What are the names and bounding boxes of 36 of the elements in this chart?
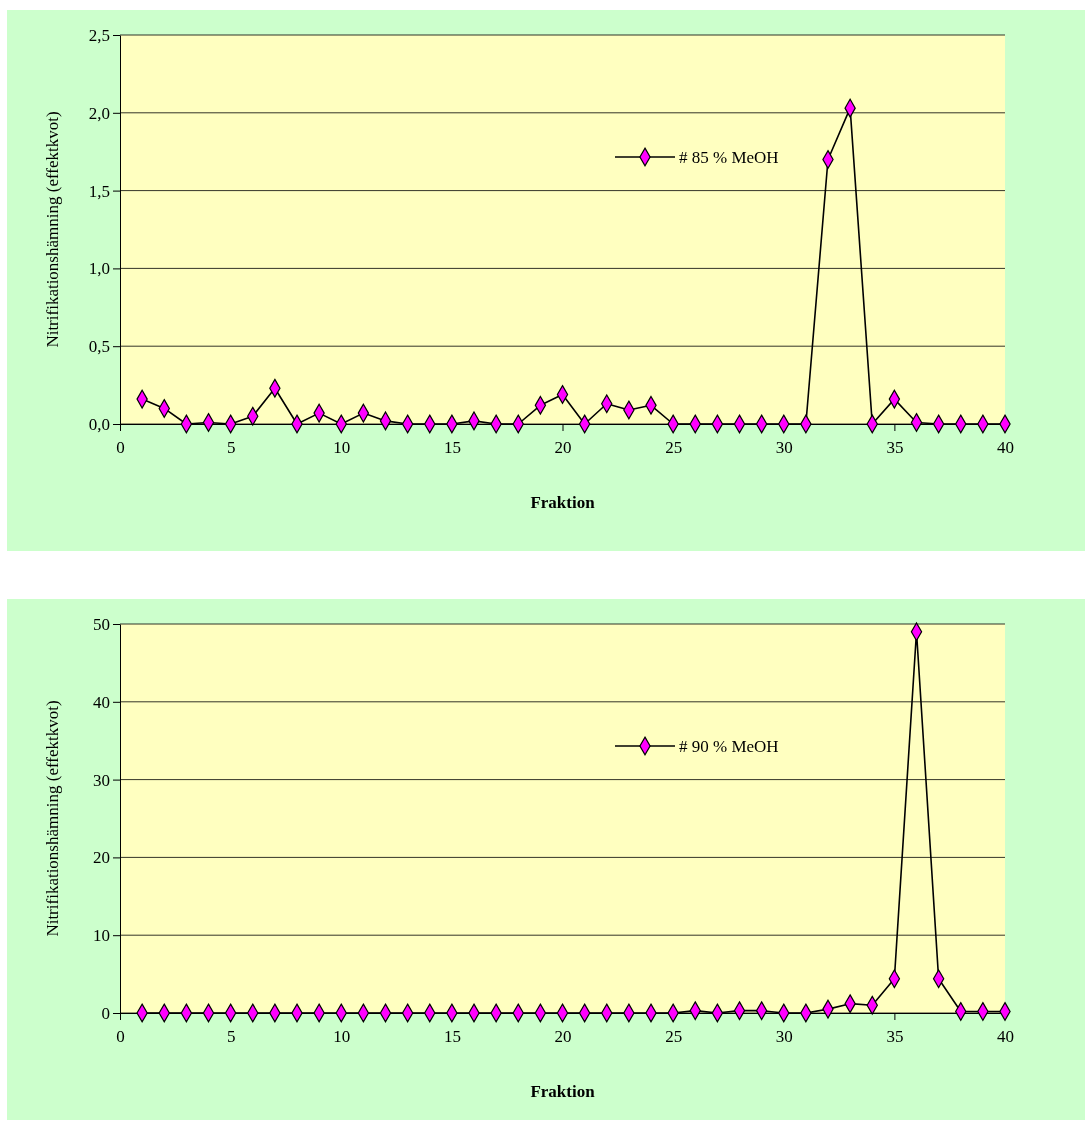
y-tick-label: 0,0 [88, 414, 110, 434]
y-tick-label: 2,0 [88, 103, 110, 123]
y-tick-label: 0,5 [88, 337, 110, 357]
y-tick-label: 2,5 [88, 25, 110, 45]
x-tick-label: 5 [226, 437, 236, 457]
x-tick-label: 0 [116, 437, 125, 457]
x-tick-label: 20 [554, 437, 572, 457]
x-tick-label: 5 [226, 1026, 236, 1046]
y-tick-label: 0 [101, 1003, 110, 1023]
x-axis-title: Fraktion [530, 493, 596, 512]
x-tick-label: 25 [665, 437, 683, 457]
y-axis-title: Nitrifikationshämning (effektkvot) [43, 700, 62, 937]
legend-label: # 90 % MeOH [679, 736, 779, 756]
y-tick-label: 30 [93, 770, 110, 790]
x-tick-label: 0 [116, 1026, 125, 1046]
x-tick-label: 10 [333, 437, 351, 457]
y-tick-label: 10 [93, 926, 110, 946]
x-tick-label: 40 [997, 437, 1014, 457]
x-tick-label: 30 [775, 437, 793, 457]
x-tick-label: 15 [443, 1026, 461, 1046]
x-tick-label: 40 [997, 1026, 1014, 1046]
legend-label: # 85 % MeOH [679, 147, 779, 167]
x-tick-label: 10 [333, 1026, 351, 1046]
x-tick-label: 20 [554, 1026, 572, 1046]
x-tick-label: 35 [886, 1026, 904, 1046]
y-axis-title: Nitrifikationshämning (effektkvot) [43, 111, 62, 348]
x-tick-label: 30 [775, 1026, 793, 1046]
x-tick-label: 25 [665, 1026, 683, 1046]
x-axis-title: Fraktion [530, 1082, 596, 1101]
y-tick-label: 1,0 [88, 259, 110, 279]
x-tick-label: 15 [443, 437, 461, 457]
y-tick-label: 1,5 [88, 181, 110, 201]
x-tick-label: 35 [886, 437, 904, 457]
y-tick-label: 20 [93, 848, 110, 868]
y-tick-label: 40 [93, 692, 110, 712]
y-tick-label: 50 [93, 614, 110, 634]
